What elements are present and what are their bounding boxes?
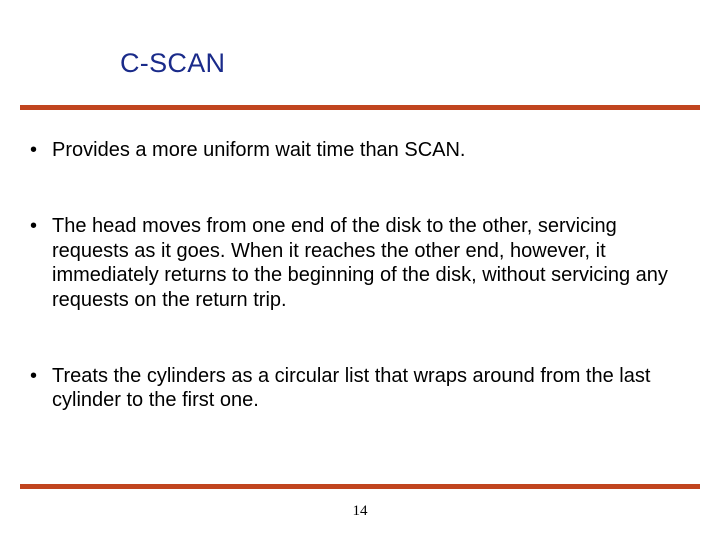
bullet-item: Provides a more uniform wait time than S… bbox=[24, 138, 696, 162]
bullet-list: Provides a more uniform wait time than S… bbox=[24, 138, 696, 413]
title-divider bbox=[20, 105, 700, 110]
bullet-item: Treats the cylinders as a circular list … bbox=[24, 364, 696, 413]
content-area: Provides a more uniform wait time than S… bbox=[24, 138, 696, 465]
slide-title: C-SCAN bbox=[120, 48, 225, 79]
page-number: 14 bbox=[0, 503, 720, 520]
bullet-item: The head moves from one end of the disk … bbox=[24, 214, 696, 312]
footer-divider bbox=[20, 484, 700, 489]
slide: C-SCAN Provides a more uniform wait time… bbox=[0, 0, 720, 540]
